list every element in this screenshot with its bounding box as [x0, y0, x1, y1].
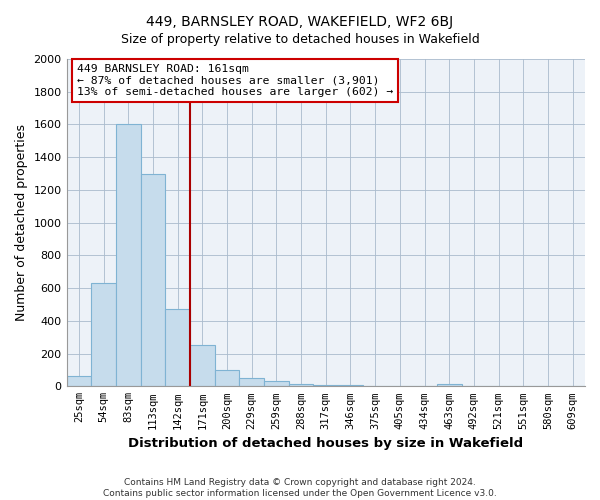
Text: 449 BARNSLEY ROAD: 161sqm
← 87% of detached houses are smaller (3,901)
13% of se: 449 BARNSLEY ROAD: 161sqm ← 87% of detac… [77, 64, 393, 97]
Bar [437, 384, 461, 386]
Text: Contains HM Land Registry data © Crown copyright and database right 2024.
Contai: Contains HM Land Registry data © Crown c… [103, 478, 497, 498]
Y-axis label: Number of detached properties: Number of detached properties [15, 124, 28, 321]
Text: Size of property relative to detached houses in Wakefield: Size of property relative to detached ho… [121, 32, 479, 46]
Bar [239, 378, 264, 386]
Bar [313, 384, 338, 386]
Text: 449, BARNSLEY ROAD, WAKEFIELD, WF2 6BJ: 449, BARNSLEY ROAD, WAKEFIELD, WF2 6BJ [146, 15, 454, 29]
Bar [215, 370, 239, 386]
X-axis label: Distribution of detached houses by size in Wakefield: Distribution of detached houses by size … [128, 437, 523, 450]
Bar [67, 376, 91, 386]
Bar [190, 346, 215, 387]
Bar [289, 384, 313, 386]
Bar [91, 283, 116, 387]
Bar [116, 124, 140, 386]
Bar [264, 382, 289, 386]
Bar [140, 174, 165, 386]
Bar [165, 308, 190, 386]
